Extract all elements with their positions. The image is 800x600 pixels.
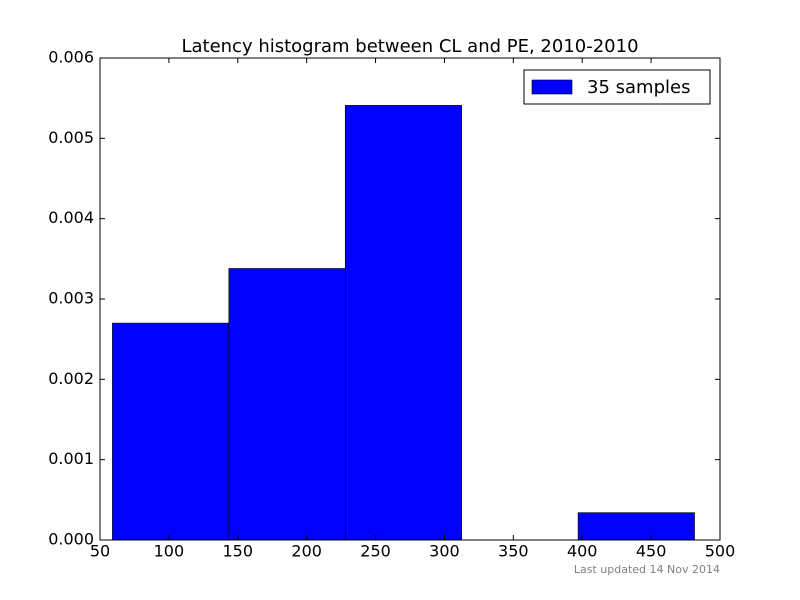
x-tick-label: 350	[498, 542, 529, 561]
x-tick-label: 50	[90, 542, 110, 561]
x-tick-label: 300	[429, 542, 460, 561]
y-tick-label: 0.000	[48, 530, 94, 549]
x-tick-label: 250	[360, 542, 391, 561]
y-tick-label: 0.003	[48, 289, 94, 308]
y-tick-label: 0.002	[48, 369, 94, 388]
x-tick-label: 200	[291, 542, 322, 561]
y-tick-label: 0.001	[48, 449, 94, 468]
bar	[577, 512, 695, 541]
y-tick-label: 0.006	[48, 48, 94, 67]
bar	[344, 105, 462, 541]
x-tick-label: 150	[223, 542, 254, 561]
bar	[228, 268, 346, 541]
legend-label: 35 samples	[587, 77, 690, 98]
x-tick-label: 100	[154, 542, 185, 561]
legend-swatch	[531, 79, 573, 95]
y-tick-label: 0.004	[48, 208, 94, 227]
bar	[112, 322, 230, 541]
chart-title: Latency histogram between CL and PE, 201…	[181, 36, 638, 57]
annotation: Last updated 14 Nov 2014	[574, 563, 720, 576]
x-tick-label: 450	[636, 542, 667, 561]
x-tick-label: 400	[567, 542, 598, 561]
x-tick-label: 500	[705, 542, 736, 561]
y-tick-label: 0.005	[48, 128, 94, 147]
